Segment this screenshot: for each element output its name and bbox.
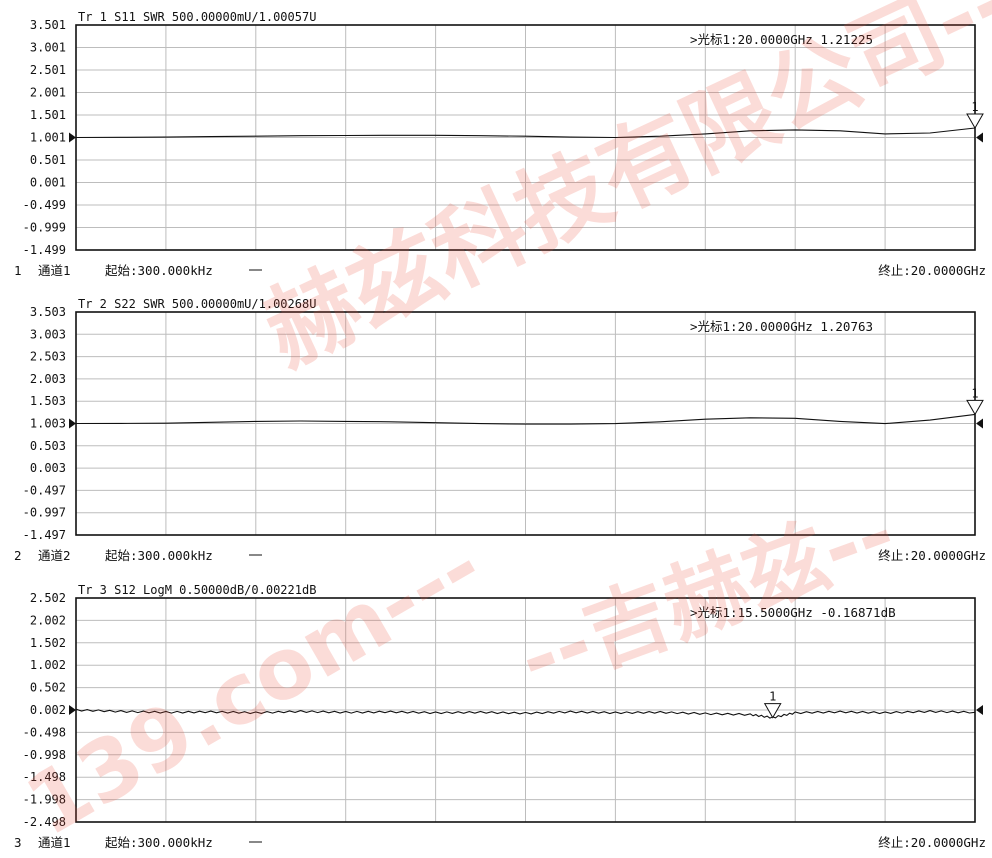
y-tick-label: 1.001 [30,131,66,145]
y-tick-label: 3.001 [30,41,66,55]
marker-triangle-icon [966,399,984,416]
trace-header: Tr 1 S11 SWR 500.00000mU/1.00057U [78,10,316,24]
trace-line [75,708,976,719]
y-tick-label: -0.498 [23,725,66,739]
reference-arrow-right [976,418,983,429]
y-tick-label: -2.498 [23,815,66,829]
y-tick-label: 2.503 [30,350,66,364]
y-tick-label: -1.499 [23,243,66,257]
y-tick-label: -0.997 [23,506,66,520]
y-tick-label: 2.001 [30,86,66,100]
footer-channel: 通道2 [38,548,71,563]
trace-line [75,413,976,425]
marker-readout: >光标1:15.5000GHz -0.16871dB [690,605,896,620]
marker-triangle-icon [763,703,782,719]
footer-start: 起始:300.000kHz [105,835,213,850]
y-tick-label: 0.503 [30,439,66,453]
footer-index: 1 [14,263,22,278]
y-tick-label: 0.501 [30,153,66,167]
marker-number-label: 1 [971,386,978,400]
footer-stop: 终止:20.0000GHz [878,548,986,563]
reference-arrow-right [976,132,983,143]
y-tick-label: 0.001 [30,176,66,190]
footer-index: 2 [14,548,22,563]
y-tick-label: 1.002 [30,658,66,672]
y-tick-label: 1.503 [30,394,66,408]
marker-number-label: 1 [971,100,978,114]
footer-channel: 通道1 [38,835,71,850]
panel-2 [69,311,984,556]
marker-readout: >光标1:20.0000GHz 1.21225 [690,32,873,47]
y-tick-label: -1.498 [23,770,66,784]
y-tick-label: -1.998 [23,793,66,807]
footer-stop: 终止:20.0000GHz [878,835,986,850]
reference-arrow-left [69,418,76,429]
trace-header: Tr 2 S22 SWR 500.00000mU/1.00268U [78,297,316,311]
y-tick-label: 3.003 [30,327,66,341]
reference-arrow-left [69,132,76,143]
marker-number-label: 1 [769,690,776,704]
y-tick-label: 0.002 [30,703,66,717]
y-tick-label: 3.501 [30,18,66,32]
footer-start: 起始:300.000kHz [105,548,213,563]
trace-line [75,127,976,139]
y-tick-label: 1.501 [30,108,66,122]
footer-stop: 终止:20.0000GHz [878,263,986,278]
footer-start: 起始:300.000kHz [105,263,213,278]
y-tick-label: 0.502 [30,681,66,695]
y-tick-label: 2.502 [30,591,66,605]
y-tick-label: -1.497 [23,528,66,542]
y-tick-label: 1.502 [30,636,66,650]
y-tick-label: 0.003 [30,461,66,475]
y-tick-label: 2.003 [30,372,66,386]
y-tick-label: 3.503 [30,305,66,319]
footer-channel: 通道1 [38,263,71,278]
reference-arrow-left [69,705,76,715]
marker-triangle-icon [966,113,984,130]
marker-readout: >光标1:20.0000GHz 1.20763 [690,319,873,334]
reference-arrow-right [976,705,983,715]
y-tick-label: 1.003 [30,417,66,431]
y-tick-label: -0.998 [23,748,66,762]
y-tick-label: 2.002 [30,613,66,627]
footer-index: 3 [14,835,22,850]
panel-1 [69,24,984,271]
trace-header: Tr 3 S12 LogM 0.50000dB/0.00221dB [78,583,316,597]
panel-3 [69,597,983,843]
y-tick-label: -0.999 [23,221,66,235]
y-tick-label: -0.497 [23,483,66,497]
y-tick-label: -0.499 [23,198,66,212]
y-tick-label: 2.501 [30,63,66,77]
